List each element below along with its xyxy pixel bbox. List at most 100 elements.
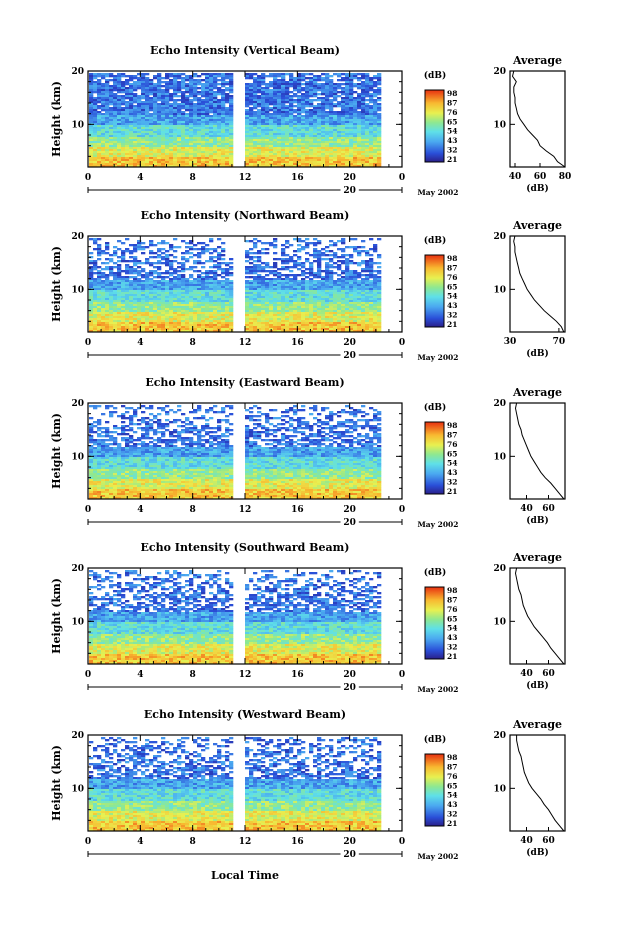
colorbar-tick-label: 54 bbox=[447, 127, 457, 136]
colorbar bbox=[424, 586, 445, 660]
colorbar-tick-label: 87 bbox=[447, 430, 457, 439]
colorbar-tick-label: 98 bbox=[447, 254, 457, 263]
date-label: May 2002 bbox=[417, 685, 458, 694]
date-label: May 2002 bbox=[417, 520, 458, 529]
x-tick-label: 8 bbox=[190, 670, 196, 680]
colorbar bbox=[424, 89, 445, 163]
colorbar-tick-label: 21 bbox=[447, 819, 457, 828]
date-label: May 2002 bbox=[417, 188, 458, 197]
average-frame bbox=[509, 734, 566, 832]
average-y-tick-label: 10 bbox=[493, 452, 506, 462]
colorbar-unit: (dB) bbox=[424, 567, 446, 578]
colorbar-tick-label: 98 bbox=[447, 89, 457, 98]
x-tick-label: 8 bbox=[190, 505, 196, 515]
colorbar-tick-label: 43 bbox=[447, 136, 457, 145]
average-x-tick-label: 80 bbox=[559, 172, 572, 182]
x-tick-label: 0 bbox=[85, 837, 91, 847]
average-y-tick-label: 20 bbox=[493, 399, 506, 409]
average-y-tick-label: 20 bbox=[493, 232, 506, 242]
x-tick-label: 8 bbox=[190, 837, 196, 847]
average-y-tick-label: 10 bbox=[493, 617, 506, 627]
heatmap-cells bbox=[89, 238, 382, 333]
colorbar-tick-label: 54 bbox=[447, 459, 457, 468]
average-profile-line bbox=[514, 402, 565, 500]
average-x-label: (dB) bbox=[526, 680, 548, 691]
colorbar-tick-label: 43 bbox=[447, 301, 457, 310]
average-frame bbox=[509, 70, 566, 168]
average-title: Average bbox=[512, 386, 562, 399]
x-tick-label: 20 bbox=[343, 173, 356, 183]
x-tick-label: 20 bbox=[343, 670, 356, 680]
panel-title: Echo Intensity (Vertical Beam) bbox=[150, 44, 340, 57]
average-frame bbox=[509, 235, 566, 333]
x-tick-label: 16 bbox=[291, 338, 304, 348]
colorbar-tick-label: 87 bbox=[447, 595, 457, 604]
y-axis-label: Height (km) bbox=[50, 81, 63, 157]
colorbar-unit: (dB) bbox=[424, 734, 446, 745]
average-x-tick-label: 40 bbox=[520, 836, 533, 846]
panel-2: Echo Intensity (Northward Beam) 20 10 0 4 8 12… bbox=[50, 209, 566, 362]
colorbar-tick-label: 21 bbox=[447, 320, 457, 329]
colorbar-tick-label: 98 bbox=[447, 586, 457, 595]
y-tick-label: 20 bbox=[71, 67, 84, 77]
average-profile-line bbox=[511, 70, 566, 168]
average-profile-line bbox=[513, 235, 565, 333]
colorbar-tick-label: 87 bbox=[447, 762, 457, 771]
date-label: May 2002 bbox=[417, 852, 458, 861]
average-y-tick-label: 20 bbox=[493, 564, 506, 574]
average-y-tick-label: 20 bbox=[493, 731, 506, 741]
x-tick-label: 16 bbox=[291, 173, 304, 183]
day-label: 20 bbox=[343, 351, 356, 361]
average-y-tick-label: 10 bbox=[493, 120, 506, 130]
panel-1: Echo Intensity (Vertical Beam) 20 10 0 4 8 12 1… bbox=[50, 44, 571, 197]
average-x-tick-label: 70 bbox=[553, 337, 566, 347]
colorbar-tick-label: 76 bbox=[447, 440, 457, 449]
x-tick-label: 12 bbox=[239, 505, 252, 515]
x-axis-label: Local Time bbox=[211, 869, 279, 882]
panel-5: Echo Intensity (Westward Beam) 20 10 0 4 8 12 1… bbox=[50, 708, 566, 861]
panel-4: Echo Intensity (Southward Beam) 20 10 0 4 8 12… bbox=[50, 541, 566, 694]
x-tick-label: 0 bbox=[399, 338, 405, 348]
y-tick-label: 10 bbox=[71, 617, 84, 627]
y-tick-label: 10 bbox=[71, 285, 84, 295]
x-tick-label: 12 bbox=[239, 670, 252, 680]
x-tick-label: 0 bbox=[85, 173, 91, 183]
y-tick-label: 10 bbox=[71, 120, 84, 130]
average-title: Average bbox=[512, 54, 562, 67]
colorbar-unit: (dB) bbox=[424, 402, 446, 413]
colorbar-tick-label: 32 bbox=[447, 810, 457, 819]
colorbar-tick-label: 21 bbox=[447, 487, 457, 496]
x-tick-label: 8 bbox=[190, 173, 196, 183]
average-y-tick-label: 10 bbox=[493, 784, 506, 794]
average-frame bbox=[509, 402, 566, 500]
colorbar-unit: (dB) bbox=[424, 235, 446, 246]
day-label: 20 bbox=[343, 518, 356, 528]
colorbar-tick-label: 65 bbox=[447, 614, 457, 623]
panel-title: Echo Intensity (Southward Beam) bbox=[141, 541, 350, 554]
colorbar-tick-label: 76 bbox=[447, 108, 457, 117]
x-tick-label: 0 bbox=[85, 670, 91, 680]
average-frame bbox=[509, 567, 566, 665]
average-title: Average bbox=[512, 551, 562, 564]
colorbar-tick-label: 76 bbox=[447, 273, 457, 282]
date-label: May 2002 bbox=[417, 353, 458, 362]
x-tick-label: 0 bbox=[399, 505, 405, 515]
average-title: Average bbox=[512, 219, 562, 232]
x-tick-label: 0 bbox=[85, 338, 91, 348]
colorbar-tick-label: 43 bbox=[447, 800, 457, 809]
y-tick-label: 20 bbox=[71, 232, 84, 242]
average-x-tick-label: 40 bbox=[520, 669, 533, 679]
colorbar-unit: (dB) bbox=[424, 70, 446, 81]
x-tick-label: 4 bbox=[137, 670, 143, 680]
y-axis-label: Height (km) bbox=[50, 578, 63, 654]
average-y-tick-label: 20 bbox=[493, 67, 506, 77]
panel-title: Echo Intensity (Westward Beam) bbox=[144, 708, 346, 721]
colorbar-tick-label: 76 bbox=[447, 772, 457, 781]
x-tick-label: 0 bbox=[399, 837, 405, 847]
colorbar-tick-label: 54 bbox=[447, 624, 457, 633]
x-tick-label: 4 bbox=[137, 338, 143, 348]
y-tick-label: 20 bbox=[71, 731, 84, 741]
colorbar-tick-label: 32 bbox=[447, 643, 457, 652]
heatmap-cells bbox=[89, 737, 382, 832]
x-tick-label: 12 bbox=[239, 837, 252, 847]
